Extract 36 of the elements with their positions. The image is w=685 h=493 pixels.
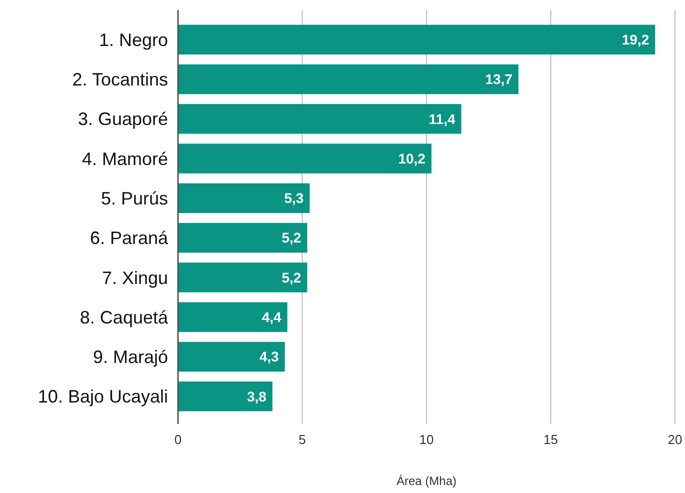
bar [178, 64, 518, 94]
bar [178, 222, 308, 253]
y-tick-label: 3. Guaporé [78, 109, 168, 130]
data-label: 10,2 [398, 150, 426, 166]
y-tick-label: 1. Negro [98, 30, 168, 50]
data-label: 4,4 [262, 309, 282, 325]
data-label: 19,2 [622, 32, 650, 48]
bar [178, 183, 310, 214]
bar [178, 144, 432, 174]
bar [178, 302, 288, 332]
data-label: 4,3 [259, 348, 280, 365]
data-label: 13,7 [485, 71, 513, 88]
y-tick-label: 5. Purús [100, 188, 168, 208]
data-label: 5,2 [282, 269, 302, 286]
bar [178, 24, 656, 54]
y-tick-label: 9. Marajó [92, 347, 168, 368]
y-tick-label: 10. Bajo Ucayali [38, 386, 168, 407]
y-tick-label: 7. Xingu [102, 268, 168, 288]
x-tick-label: 0 [174, 432, 182, 447]
data-label: 5,3 [284, 190, 304, 206]
x-tick-label: 20 [668, 432, 682, 447]
x-tick-label: 5 [298, 432, 306, 447]
x-tick-label: 10 [419, 432, 434, 447]
data-label: 5,2 [282, 230, 302, 246]
bar [178, 104, 462, 134]
y-tick-label: 4. Mamoré [82, 148, 168, 169]
y-tick-label: 2. Tocantins [72, 70, 168, 90]
x-axis-title: Área (Mha) [396, 474, 457, 488]
x-tick-label: 15 [544, 432, 558, 447]
bar [178, 262, 308, 292]
y-tick-label: 6. Paraná [90, 228, 169, 248]
y-tick-label: 8. Caquetá [80, 307, 169, 328]
data-label: 11,4 [428, 110, 456, 127]
data-label: 3,8 [246, 388, 267, 404]
bar [178, 382, 272, 412]
bar [178, 342, 285, 372]
